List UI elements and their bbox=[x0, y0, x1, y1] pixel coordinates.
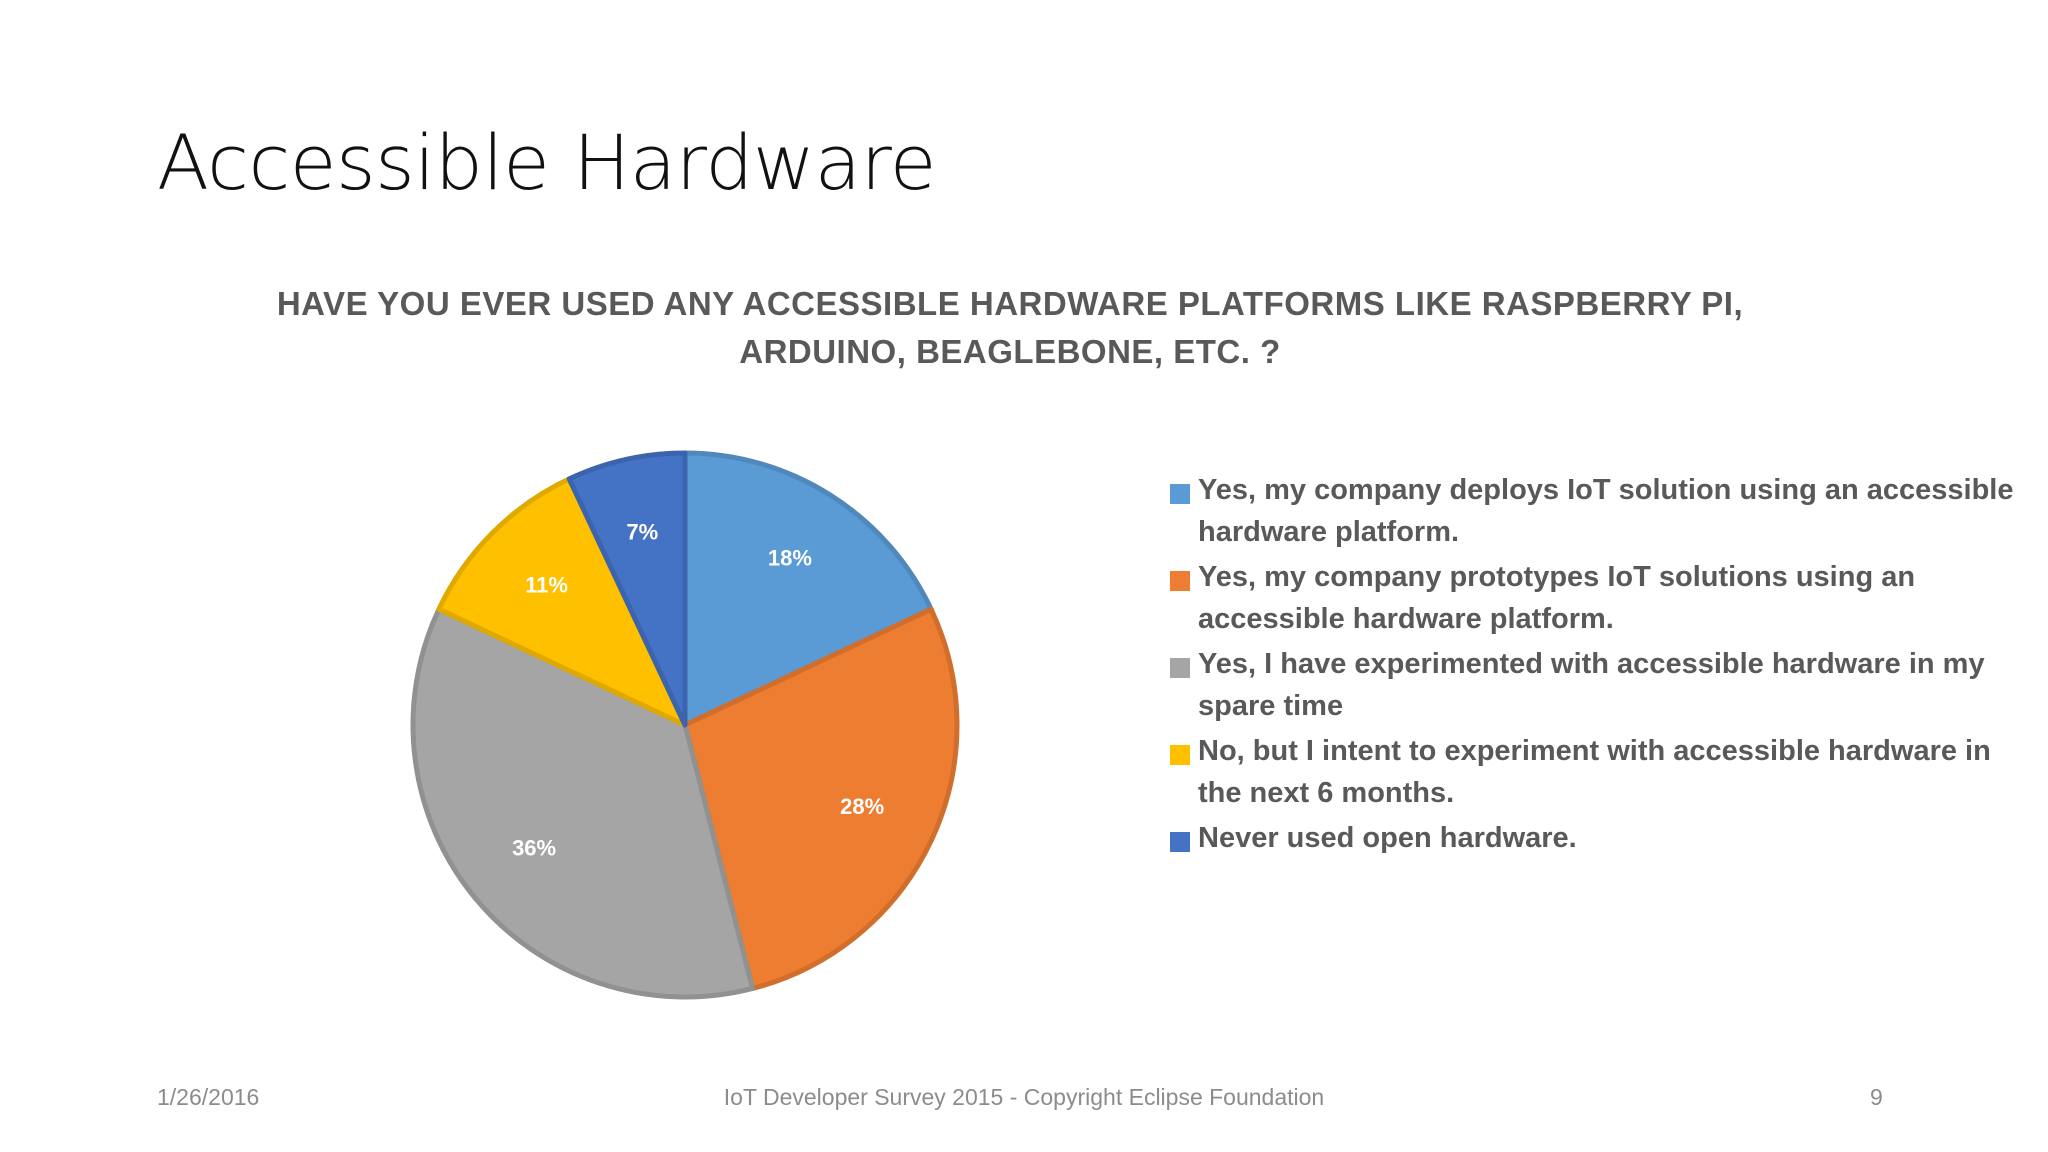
legend-swatch bbox=[1170, 745, 1190, 765]
footer-date: 1/26/2016 bbox=[157, 1084, 260, 1110]
pie-slice-label: 11% bbox=[525, 572, 568, 597]
legend-swatch bbox=[1170, 832, 1190, 852]
pie-slice-label: 28% bbox=[840, 794, 884, 819]
legend-item: No, but I intent to experiment with acce… bbox=[1170, 730, 2030, 814]
legend-label: Yes, I have experimented with accessible… bbox=[1198, 648, 1985, 722]
pie-slice bbox=[682, 606, 960, 991]
pie-slice-label: 36% bbox=[512, 836, 556, 861]
legend-label: Never used open hardware. bbox=[1198, 822, 1577, 854]
chart-legend: Yes, my company deploys IoT solution usi… bbox=[1170, 469, 2030, 862]
legend-label: No, but I intent to experiment with acce… bbox=[1198, 735, 1991, 809]
slide-title: Accessible Hardware bbox=[157, 118, 937, 207]
pie-slice bbox=[436, 476, 688, 728]
pie-slice bbox=[410, 606, 756, 1000]
pie-slice-label: 18% bbox=[768, 545, 812, 570]
legend-swatch bbox=[1170, 484, 1190, 504]
legend-item: Yes, I have experimented with accessible… bbox=[1170, 643, 2030, 727]
legend-swatch bbox=[1170, 658, 1190, 678]
legend-item: Yes, my company deploys IoT solution usi… bbox=[1170, 469, 2030, 553]
pie-chart: 18% 28% 36% 11% 7% bbox=[410, 450, 960, 1000]
pie-slice bbox=[566, 450, 688, 728]
legend-item: Yes, my company prototypes IoT solutions… bbox=[1170, 556, 2030, 640]
footer-page-number: 9 bbox=[1870, 1084, 1883, 1110]
pie-slice-label: 7% bbox=[626, 520, 658, 545]
legend-item: Never used open hardware. bbox=[1170, 817, 2030, 859]
legend-label: Yes, my company deploys IoT solution usi… bbox=[1198, 474, 2014, 548]
chart-title-line-2: ARDUINO, BEAGLEBONE, ETC. ? bbox=[739, 333, 1281, 370]
legend-swatch bbox=[1170, 571, 1190, 591]
footer-caption: IoT Developer Survey 2015 - Copyright Ec… bbox=[723, 1084, 1325, 1110]
chart-title-line-1: HAVE YOU EVER USED ANY ACCESSIBLE HARDWA… bbox=[276, 285, 1744, 322]
chart-title: HAVE YOU EVER USED ANY ACCESSIBLE HARDWA… bbox=[240, 280, 1780, 376]
legend-label: Yes, my company prototypes IoT solutions… bbox=[1198, 561, 1916, 635]
pie-slice bbox=[682, 450, 934, 728]
